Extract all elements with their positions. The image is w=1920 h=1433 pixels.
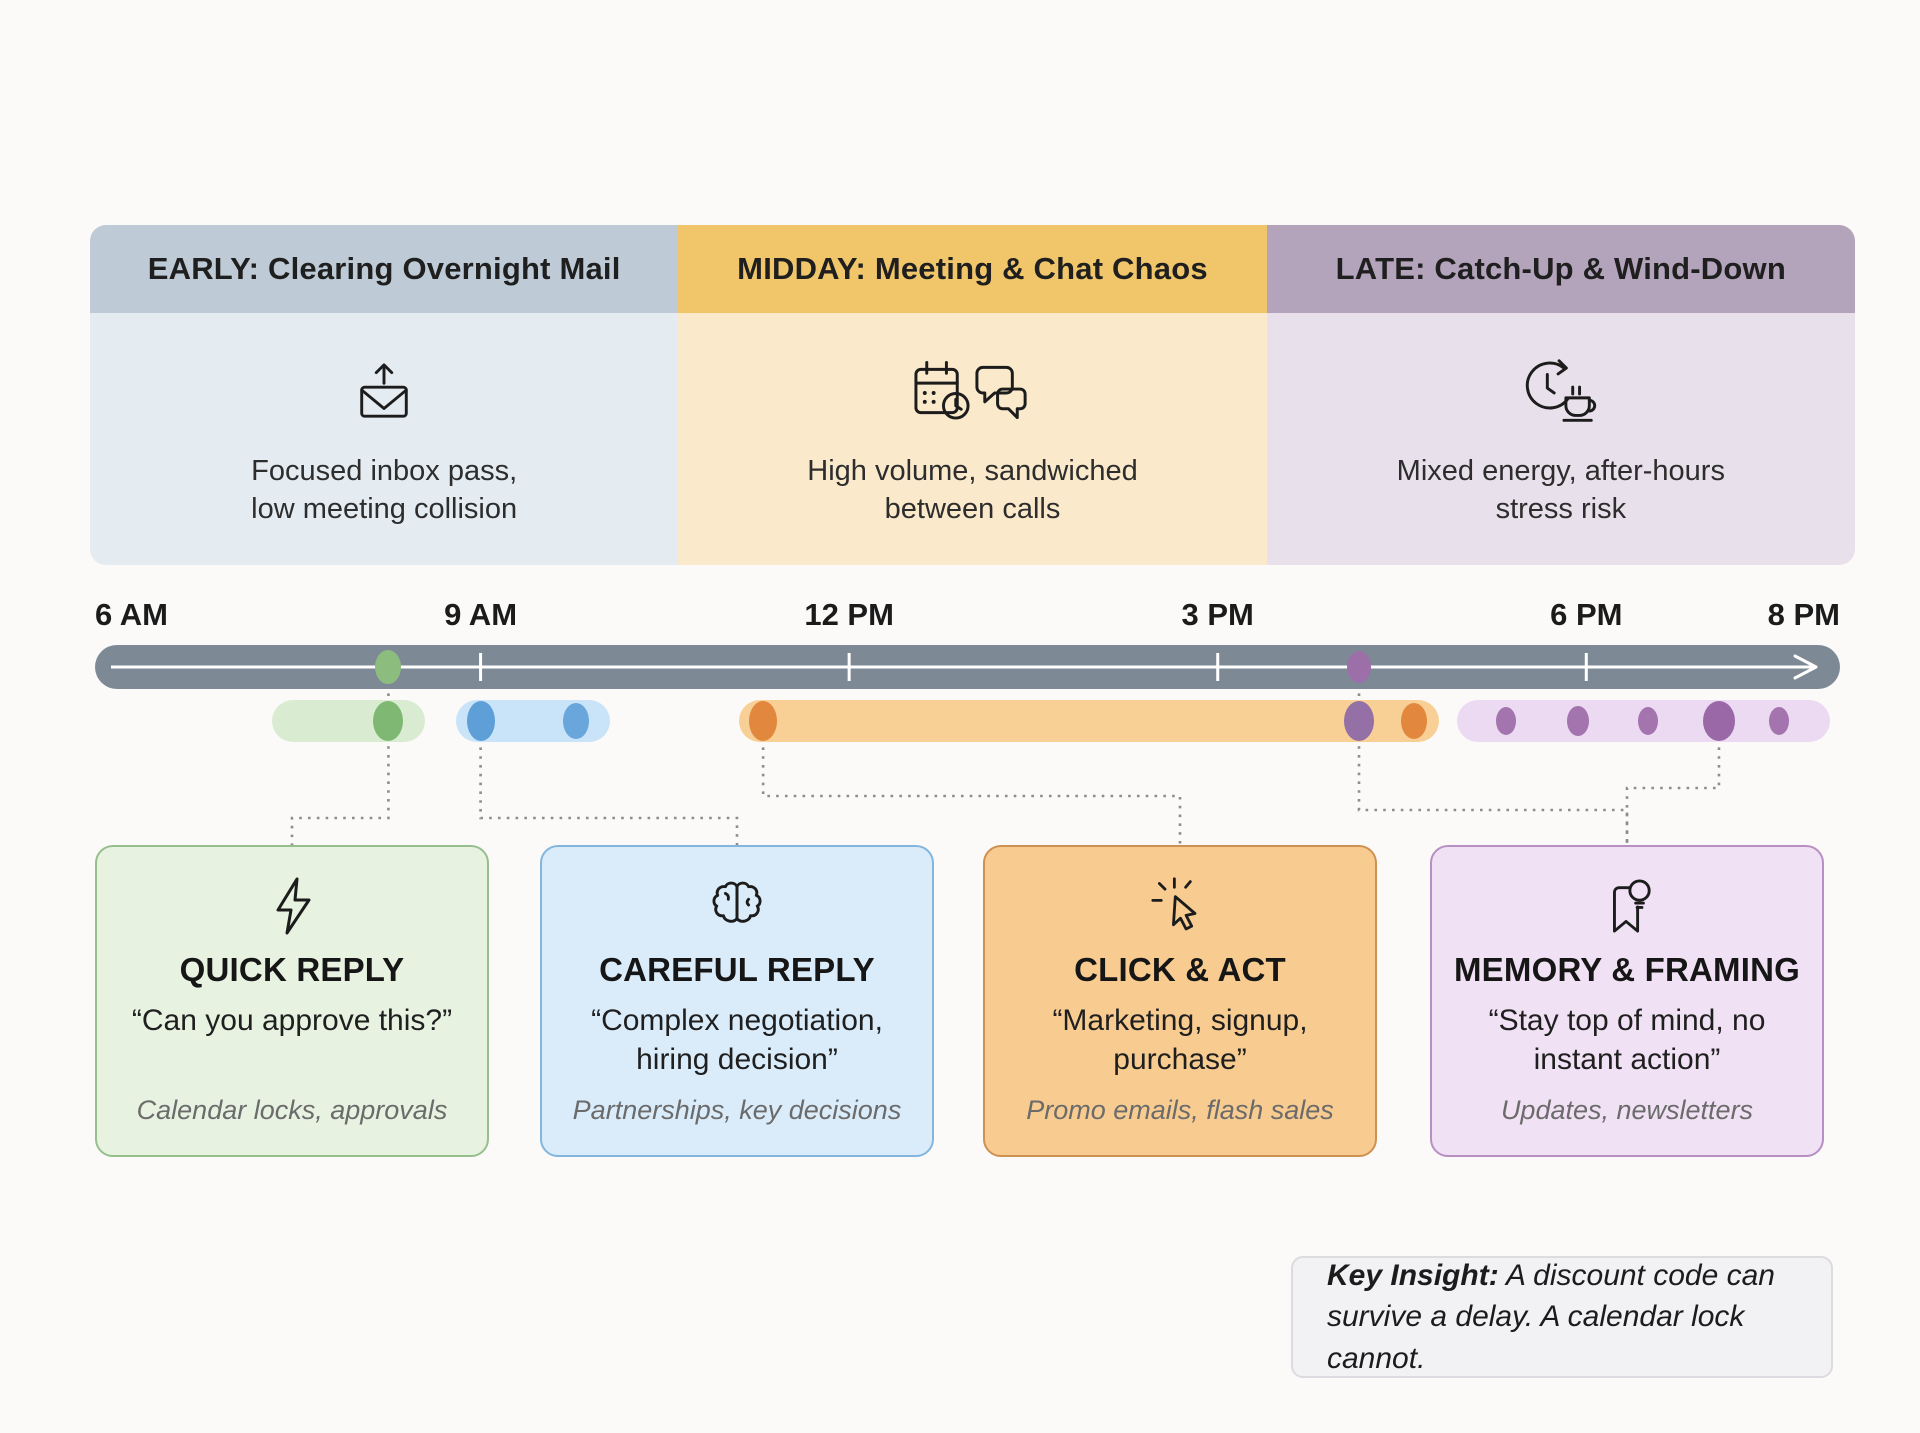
day-phase-bands: EARLY: Clearing Overnight Mail Focused i… <box>90 225 1855 565</box>
cursor-click-icon <box>1150 869 1210 943</box>
late-send-marker <box>1347 651 1371 683</box>
card-quick-reply-quote: “Can you approve this?” <box>131 1004 453 1037</box>
connector-line <box>290 667 390 845</box>
click-act-window-dot <box>1344 701 1374 741</box>
card-click-act-title: CLICK & ACT <box>1074 951 1286 988</box>
time-label: 6 PM <box>1550 597 1623 632</box>
phase-late-title: LATE: Catch-Up & Wind-Down <box>1335 251 1786 286</box>
card-memory-framing: MEMORY & FRAMING “Stay top of mind, no i… <box>1430 845 1824 1157</box>
timeline-axis-decor <box>111 653 1818 681</box>
phase-midday-description: High volume, sandwiched between calls <box>807 455 1138 525</box>
phase-midday-body: High volume, sandwiched between calls <box>678 313 1267 565</box>
bookmark-idea-icon <box>1600 869 1654 943</box>
phase-late-header: LATE: Catch-Up & Wind-Down <box>1266 225 1855 313</box>
key-insight-label: Key Insight: <box>1327 1258 1499 1292</box>
card-click-act-subtitle: Promo emails, flash sales <box>1026 1095 1334 1125</box>
memory-window-dot <box>1637 707 1658 735</box>
card-quick-reply-title: QUICK REPLY <box>179 951 405 988</box>
connector-line <box>1357 667 1629 845</box>
time-label: 3 PM <box>1181 597 1254 632</box>
memory-window-dot <box>1702 701 1735 741</box>
card-click-act: CLICK & ACT “Marketing, signup, purchase… <box>983 845 1377 1157</box>
timeline-bar <box>95 645 1840 689</box>
card-careful-reply-subtitle: Partnerships, key decisions <box>572 1095 902 1125</box>
careful-reply-window-dot <box>466 701 495 741</box>
phase-early-body: Focused inbox pass, low meeting collisio… <box>90 313 679 565</box>
memory-window-dot <box>1566 706 1589 736</box>
card-careful-reply: CAREFUL REPLY “Complex negotiation, hiri… <box>540 845 934 1157</box>
key-insight-text: Key Insight: A discount code can survive… <box>1327 1255 1797 1379</box>
key-insight-box: Key Insight: A discount code can survive… <box>1291 1256 1833 1378</box>
key-insight-body: A discount code can survive a delay. A c… <box>1327 1258 1775 1375</box>
phase-midday: MIDDAY: Meeting & Chat Chaos <box>678 225 1267 565</box>
card-quick-reply-subtitle: Calendar locks, approvals <box>136 1095 448 1125</box>
phase-midday-title: MIDDAY: Meeting & Chat Chaos <box>737 251 1208 286</box>
clock-coffee-icon <box>1519 353 1603 431</box>
click-act-window-dot <box>749 701 778 741</box>
calendar-clock-chat-icon <box>912 353 1032 431</box>
phase-early-description: Focused inbox pass, low meeting collisio… <box>251 455 518 525</box>
time-label: 9 AM <box>444 597 518 632</box>
card-memory-framing-title: MEMORY & FRAMING <box>1453 951 1801 988</box>
phase-late-description: Mixed energy, after-hours stress risk <box>1396 455 1725 525</box>
click-act-window <box>738 700 1439 742</box>
mail-send-icon <box>353 353 415 431</box>
lightning-icon <box>268 869 316 943</box>
phase-late-body: Mixed energy, after-hours stress risk <box>1266 313 1855 565</box>
phase-late: LATE: Catch-Up & Wind-Down Mixed energy,… <box>1266 225 1855 565</box>
phase-midday-header: MIDDAY: Meeting & Chat Chaos <box>678 225 1267 313</box>
timeline-arrow-icon <box>1793 654 1818 680</box>
memory-window-dot <box>1769 707 1790 735</box>
card-click-act-quote: “Marketing, signup, purchase” <box>1052 1004 1308 1076</box>
card-careful-reply-title: CAREFUL REPLY <box>599 951 875 988</box>
time-label: 6 AM <box>95 597 168 632</box>
phase-early-title: EARLY: Clearing Overnight Mail <box>147 251 621 286</box>
phase-early: EARLY: Clearing Overnight Mail Focused i… <box>90 225 679 565</box>
phase-early-header: EARLY: Clearing Overnight Mail <box>90 225 679 313</box>
card-careful-reply-quote: “Complex negotiation, hiring decision” <box>591 1004 883 1076</box>
card-memory-framing-subtitle: Updates, newsletters <box>1500 1095 1754 1125</box>
card-quick-reply: QUICK REPLY “Can you approve this?” Cale… <box>95 845 489 1157</box>
time-label: 12 PM <box>804 597 894 632</box>
brain-icon <box>706 869 768 943</box>
card-memory-framing-quote: “Stay top of mind, no instant action” <box>1488 1004 1766 1076</box>
time-label: 8 PM <box>1767 597 1840 632</box>
